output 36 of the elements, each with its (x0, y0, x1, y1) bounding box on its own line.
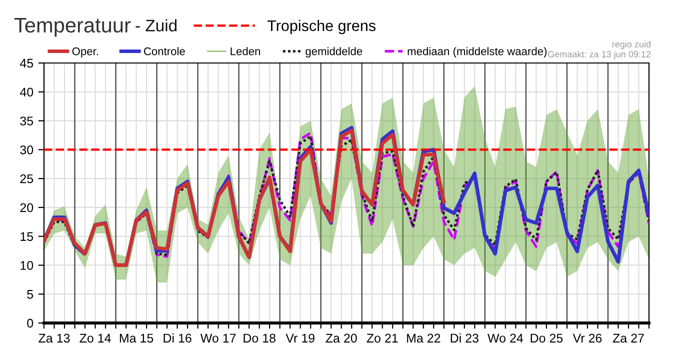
y-tick-label: 30 (20, 145, 34, 154)
x-tick-label: Za 20 (326, 334, 357, 343)
x-tick-label: Za 13 (38, 334, 70, 343)
y-tick-label: 10 (20, 261, 34, 270)
x-tick-label: Di 16 (164, 333, 192, 343)
line-series (44, 128, 446, 268)
y-tick-label: 35 (20, 116, 34, 126)
y-tick-label: 5 (27, 290, 34, 299)
x-tick-label: Do 25 (530, 334, 563, 343)
x-tick-label: Wo 24 (488, 334, 524, 343)
legend-label: Controle (144, 47, 185, 56)
x-tick-label: Di 23 (450, 333, 478, 343)
legend-label: Oper. (72, 47, 98, 58)
legend-label: mediaan (middelste waarde) (408, 47, 547, 58)
x-tick-label: Wo 17 (200, 334, 236, 343)
chart-title: Temperatuur (14, 18, 131, 37)
x-tick-label: Zo 21 (366, 334, 398, 343)
y-tick-label: 20 (20, 203, 34, 212)
y-tick-label: 0 (27, 318, 34, 328)
text: regio zuid (612, 40, 650, 50)
y-tick-label: 40 (20, 88, 34, 97)
chart-subtitle: - Zuid (136, 19, 177, 32)
x-tick-label: Zo 14 (80, 334, 111, 343)
x-tick-label: Vr 26 (572, 334, 602, 343)
y-tick-label: 45 (20, 58, 34, 68)
legend-label: Tropische grens (267, 20, 376, 34)
text: Gemaakt: za 13 jun 09:12 (548, 50, 651, 60)
x-tick-label: Ma 15 (120, 334, 154, 343)
x-tick-label: Ma 22 (407, 334, 440, 343)
legend-label: gemiddelde (306, 47, 362, 58)
x-tick-label: Vr 19 (286, 334, 314, 343)
y-tick-label: 15 (20, 232, 34, 241)
x-tick-label: Za 27 (612, 334, 644, 343)
legend-label: Leden (230, 47, 260, 56)
x-tick-label: Do 18 (244, 334, 276, 343)
y-tick-label: 25 (20, 174, 34, 184)
